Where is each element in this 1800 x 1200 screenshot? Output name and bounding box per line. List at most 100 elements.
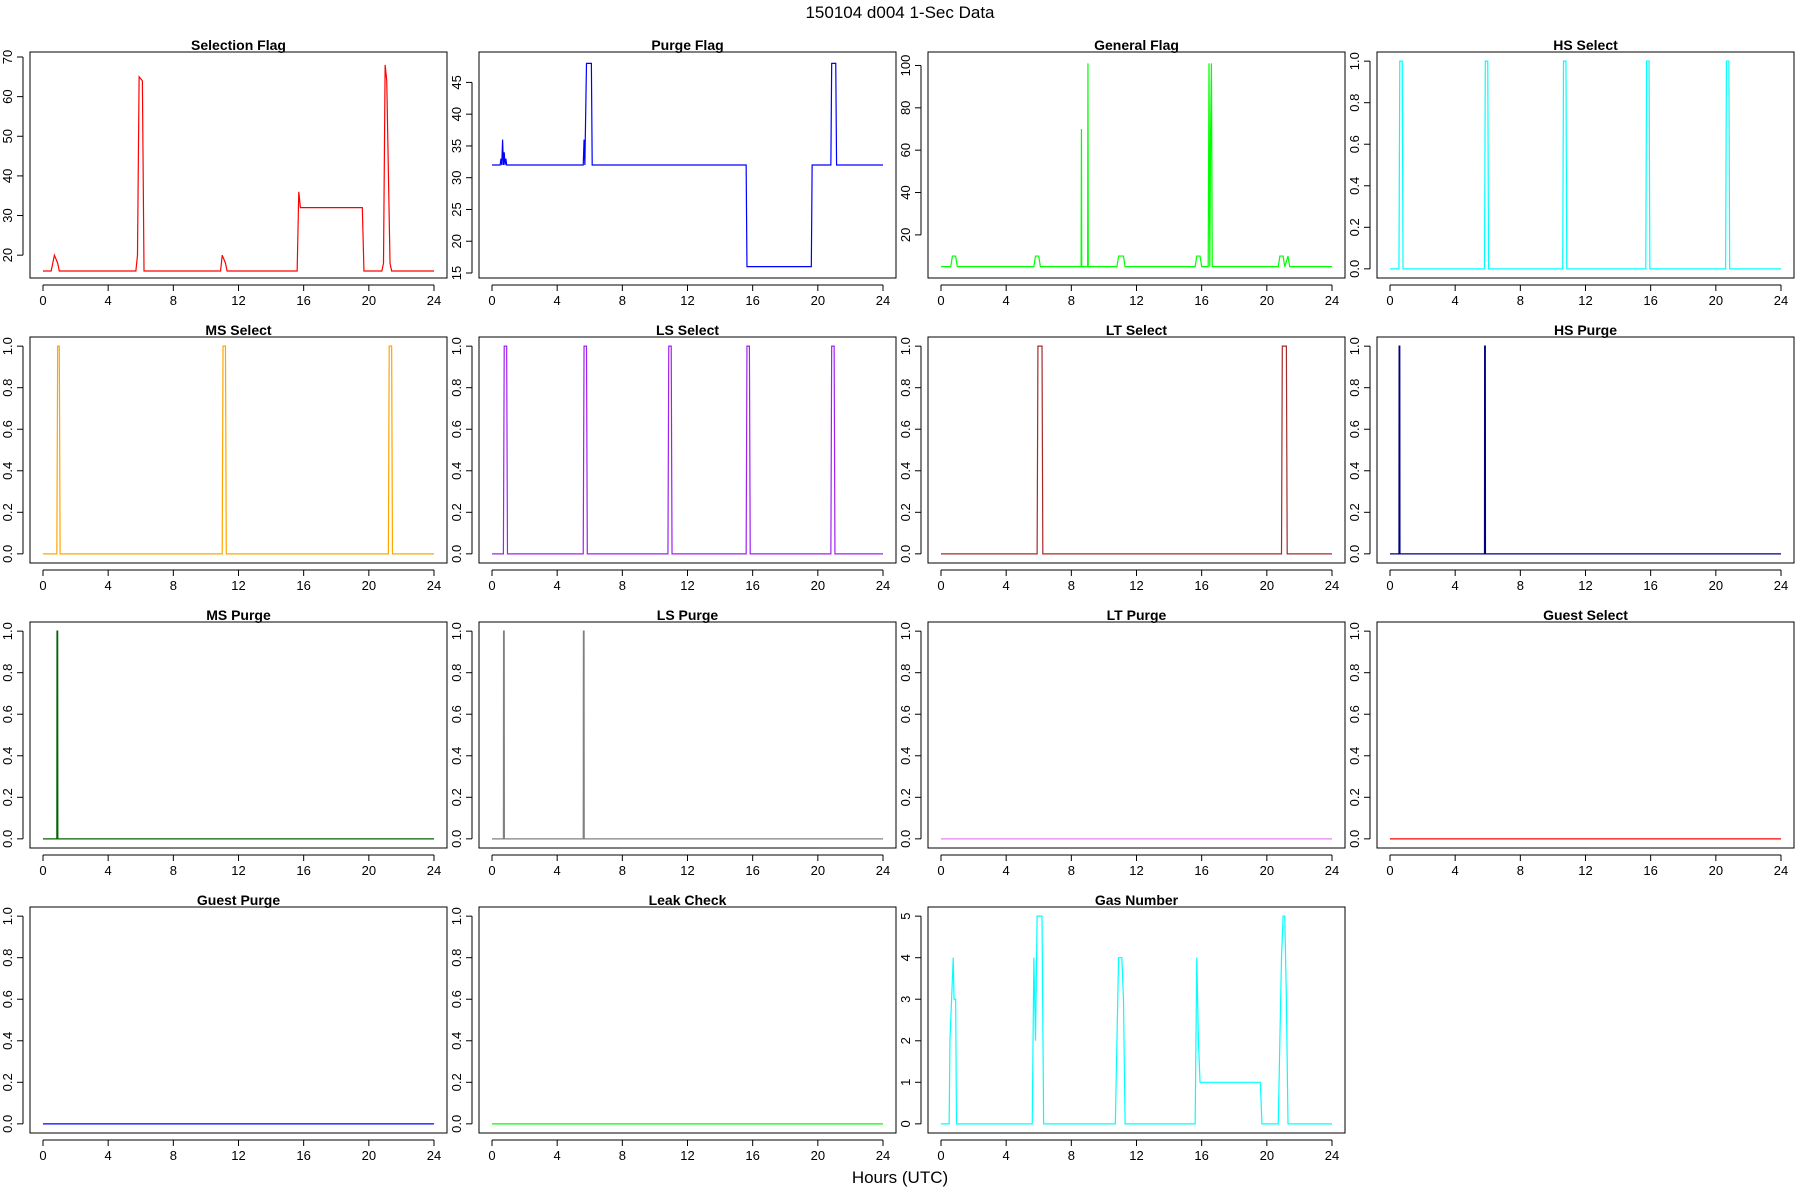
panel-ls-select: LS Select 0 4 8 12 16 20 24 0.0 0.2 0.4 0.6 0.8 1.0 [449, 322, 897, 593]
x-axis: 0 4 8 12 16 20 24 [39, 1139, 441, 1163]
plot-frame [478, 51, 897, 279]
x-axis: 0 4 8 12 16 20 24 [488, 854, 890, 878]
x-tick-label: 0 [39, 578, 46, 593]
x-tick-label: 16 [1643, 863, 1657, 878]
y-tick-label: 0.6 [449, 420, 464, 438]
y-tick-label: 0.6 [449, 705, 464, 723]
x-tick-label: 16 [745, 293, 759, 308]
x-tick-label: 4 [105, 293, 112, 308]
y-axis: 20 40 60 80 100 [898, 55, 922, 242]
panel-title: HS Select [1553, 37, 1618, 53]
x-tick-label: 8 [1517, 863, 1524, 878]
panel-selection-flag: Selection Flag 0 4 8 12 16 20 24 20 30 40 50 60 70 [0, 37, 448, 308]
x-tick-label: 8 [619, 578, 626, 593]
y-tick-label: 0.6 [898, 705, 913, 723]
y-tick-label: 1.0 [1347, 337, 1362, 355]
y-tick-label: 0.4 [898, 747, 913, 765]
x-axis: 0 4 8 12 16 20 24 [488, 1139, 890, 1163]
y-tick-label: 30 [0, 208, 15, 222]
x-tick-label: 12 [680, 1148, 694, 1163]
x-tick-label: 8 [170, 863, 177, 878]
y-tick-label: 1.0 [898, 622, 913, 640]
y-axis: 0 1 2 3 4 5 [898, 913, 922, 1127]
x-tick-label: 12 [1129, 578, 1143, 593]
x-tick-label: 4 [554, 863, 561, 878]
x-tick-label: 0 [1386, 863, 1393, 878]
y-tick-label: 3 [898, 996, 913, 1003]
y-tick-label: 0.4 [1347, 177, 1362, 195]
plot-frame [1376, 51, 1795, 279]
y-tick-label: 0.4 [0, 747, 15, 765]
y-tick-label: 40 [449, 107, 464, 121]
x-tick-label: 20 [1260, 578, 1274, 593]
x-axis: 0 4 8 12 16 20 24 [937, 569, 1339, 593]
y-tick-label: 0.6 [0, 705, 15, 723]
y-axis: 0.0 0.2 0.4 0.6 0.8 1.0 [0, 337, 24, 563]
x-axis: 0 4 8 12 16 20 24 [937, 854, 1339, 878]
series-line-selection-flag [43, 64, 434, 272]
x-tick-label: 0 [39, 863, 46, 878]
x-tick-label: 20 [1260, 293, 1274, 308]
plot-frame [927, 621, 1346, 849]
y-tick-label: 0.2 [1347, 218, 1362, 236]
y-tick-label: 30 [449, 170, 464, 184]
y-tick-label: 0.2 [898, 503, 913, 521]
x-tick-label: 16 [1643, 293, 1657, 308]
plot-frame [927, 906, 1346, 1134]
plot-frame [478, 621, 897, 849]
y-tick-label: 20 [0, 248, 15, 262]
y-tick-label: 40 [0, 169, 15, 183]
y-tick-label: 0.2 [1347, 503, 1362, 521]
y-tick-label: 0.2 [449, 1073, 464, 1091]
y-tick-label: 45 [449, 75, 464, 89]
y-tick-label: 80 [898, 101, 913, 115]
x-tick-label: 24 [876, 863, 890, 878]
panel-title: MS Purge [206, 607, 271, 623]
x-axis: 0 4 8 12 16 20 24 [488, 569, 890, 593]
y-tick-label: 0.2 [0, 788, 15, 806]
series-line-ms-purge [43, 630, 434, 840]
x-tick-label: 8 [1068, 1148, 1075, 1163]
panel-purge-flag: Purge Flag 0 4 8 12 16 20 24 15 20 25 30 35 40 45 [449, 37, 897, 308]
x-tick-label: 24 [1774, 863, 1788, 878]
x-tick-label: 24 [876, 1148, 890, 1163]
x-tick-label: 8 [619, 863, 626, 878]
y-tick-label: 0.8 [0, 664, 15, 682]
x-tick-label: 12 [231, 863, 245, 878]
series-line-ms-select [43, 345, 434, 555]
x-tick-label: 12 [680, 578, 694, 593]
x-tick-label: 12 [231, 578, 245, 593]
x-tick-label: 12 [1129, 293, 1143, 308]
y-tick-label: 15 [449, 266, 464, 280]
series-line-ls-select [492, 345, 883, 555]
series-line-gas-number [941, 915, 1332, 1125]
y-tick-label: 0.0 [898, 545, 913, 563]
series-line-hs-select [1390, 60, 1781, 270]
x-tick-label: 0 [39, 293, 46, 308]
x-tick-label: 16 [1194, 1148, 1208, 1163]
plot-frame [478, 906, 897, 1134]
y-tick-label: 0.4 [898, 462, 913, 480]
x-tick-label: 4 [105, 1148, 112, 1163]
x-axis: 0 4 8 12 16 20 24 [39, 569, 441, 593]
panel-title: LS Select [656, 322, 719, 338]
panel-hs-purge: HS Purge 0 4 8 12 16 20 24 0.0 0.2 0.4 0.6 0.8 1.0 [1347, 322, 1795, 593]
y-tick-label: 40 [898, 185, 913, 199]
x-tick-label: 0 [488, 578, 495, 593]
y-axis: 0.0 0.2 0.4 0.6 0.8 1.0 [449, 622, 473, 848]
x-tick-label: 24 [1325, 293, 1339, 308]
y-tick-label: 0.8 [0, 949, 15, 967]
x-tick-label: 4 [1003, 1148, 1010, 1163]
x-axis: 0 4 8 12 16 20 24 [39, 854, 441, 878]
x-tick-label: 4 [1003, 578, 1010, 593]
y-tick-label: 0.0 [1347, 545, 1362, 563]
x-tick-label: 0 [1386, 578, 1393, 593]
panel-lt-select: LT Select 0 4 8 12 16 20 24 0.0 0.2 0.4 0.6 0.8 1.0 [898, 322, 1346, 593]
y-axis: 0.0 0.2 0.4 0.6 0.8 1.0 [898, 337, 922, 563]
y-axis: 0.0 0.2 0.4 0.6 0.8 1.0 [0, 622, 24, 848]
y-tick-label: 0.6 [1347, 420, 1362, 438]
x-tick-label: 4 [1452, 863, 1459, 878]
x-tick-label: 4 [1452, 293, 1459, 308]
x-tick-label: 24 [1325, 1148, 1339, 1163]
panel-hs-select: HS Select 0 4 8 12 16 20 24 0.0 0.2 0.4 0.6 0.8 1.0 [1347, 37, 1795, 308]
